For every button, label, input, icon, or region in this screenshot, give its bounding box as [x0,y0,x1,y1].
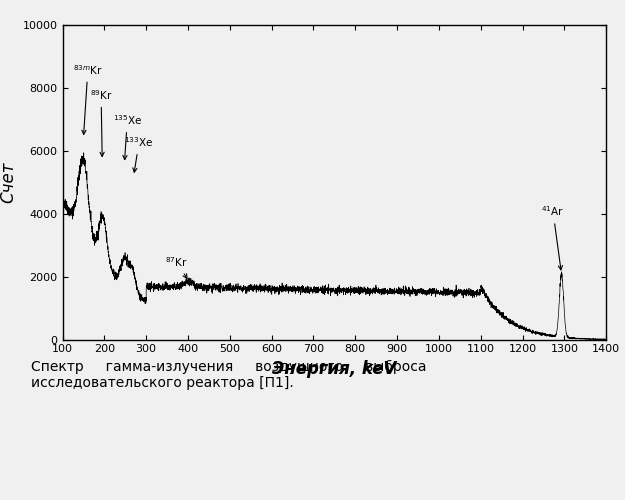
X-axis label: Энергия, keV: Энергия, keV [272,360,397,378]
Text: $^{135}$Xe: $^{135}$Xe [112,113,142,160]
Y-axis label: Счет: Счет [0,162,17,203]
Text: $^{89}$Kr: $^{89}$Kr [90,88,112,156]
Text: $^{83m}$Kr: $^{83m}$Kr [73,63,102,134]
Text: Спектр     гамма-излучения     воздушного     выброса
исследовательского реактор: Спектр гамма-излучения воздушного выброс… [31,360,427,390]
Text: $^{41}$Ar: $^{41}$Ar [541,204,564,270]
Text: $^{133}$Xe: $^{133}$Xe [124,135,154,172]
Text: $^{87}$Kr: $^{87}$Kr [165,255,188,278]
